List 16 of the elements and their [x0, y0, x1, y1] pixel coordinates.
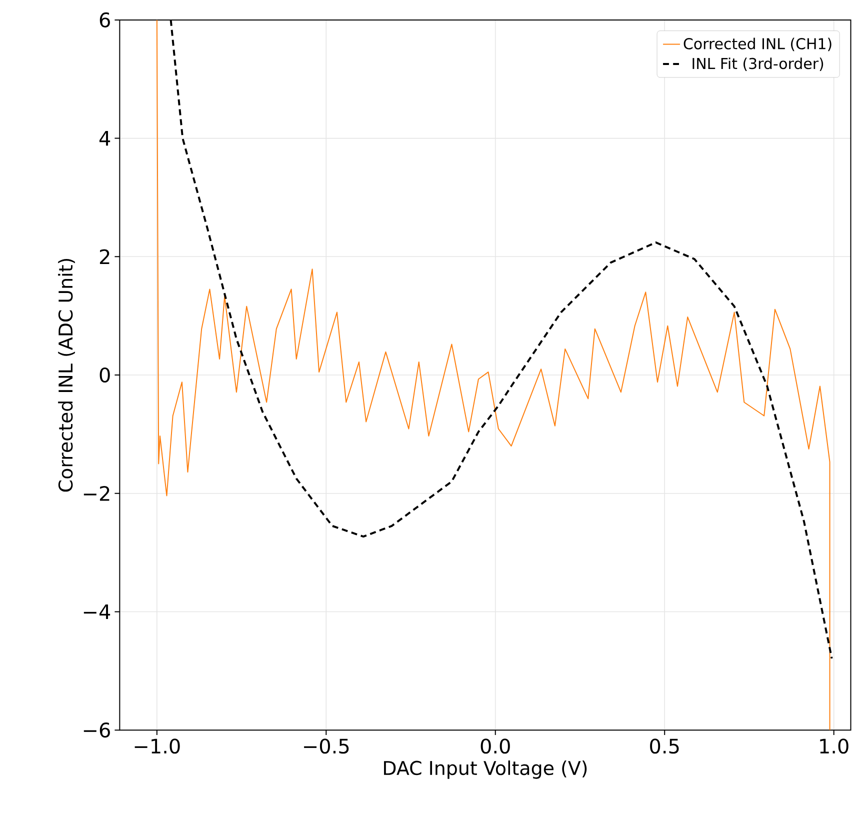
legend-label: INL Fit (3rd-order)	[692, 58, 824, 72]
y-axis-title: Corrected INL (ADC Unit)	[58, 259, 75, 492]
y-tick-label: 0	[100, 368, 110, 383]
x-tick-label: 1.0	[820, 738, 848, 754]
y-tick-label: 4	[99, 131, 110, 146]
x-tick-label: −0.5	[304, 738, 349, 754]
y-tick-label: −6	[84, 722, 110, 738]
y-tick-label: −2	[84, 486, 110, 501]
x-tick-label: 0.0	[480, 738, 510, 754]
y-tick-label: 2	[100, 249, 110, 264]
y-tick-label: 6	[100, 12, 110, 28]
x-axis-title: DAC Input Voltage (V)	[384, 760, 587, 779]
legend-label: Corrected INL (CH1)	[684, 38, 832, 52]
y-tick-label: −4	[84, 604, 110, 620]
x-tick-label: −1.0	[134, 738, 180, 754]
x-tick-label: 0.5	[650, 738, 679, 754]
